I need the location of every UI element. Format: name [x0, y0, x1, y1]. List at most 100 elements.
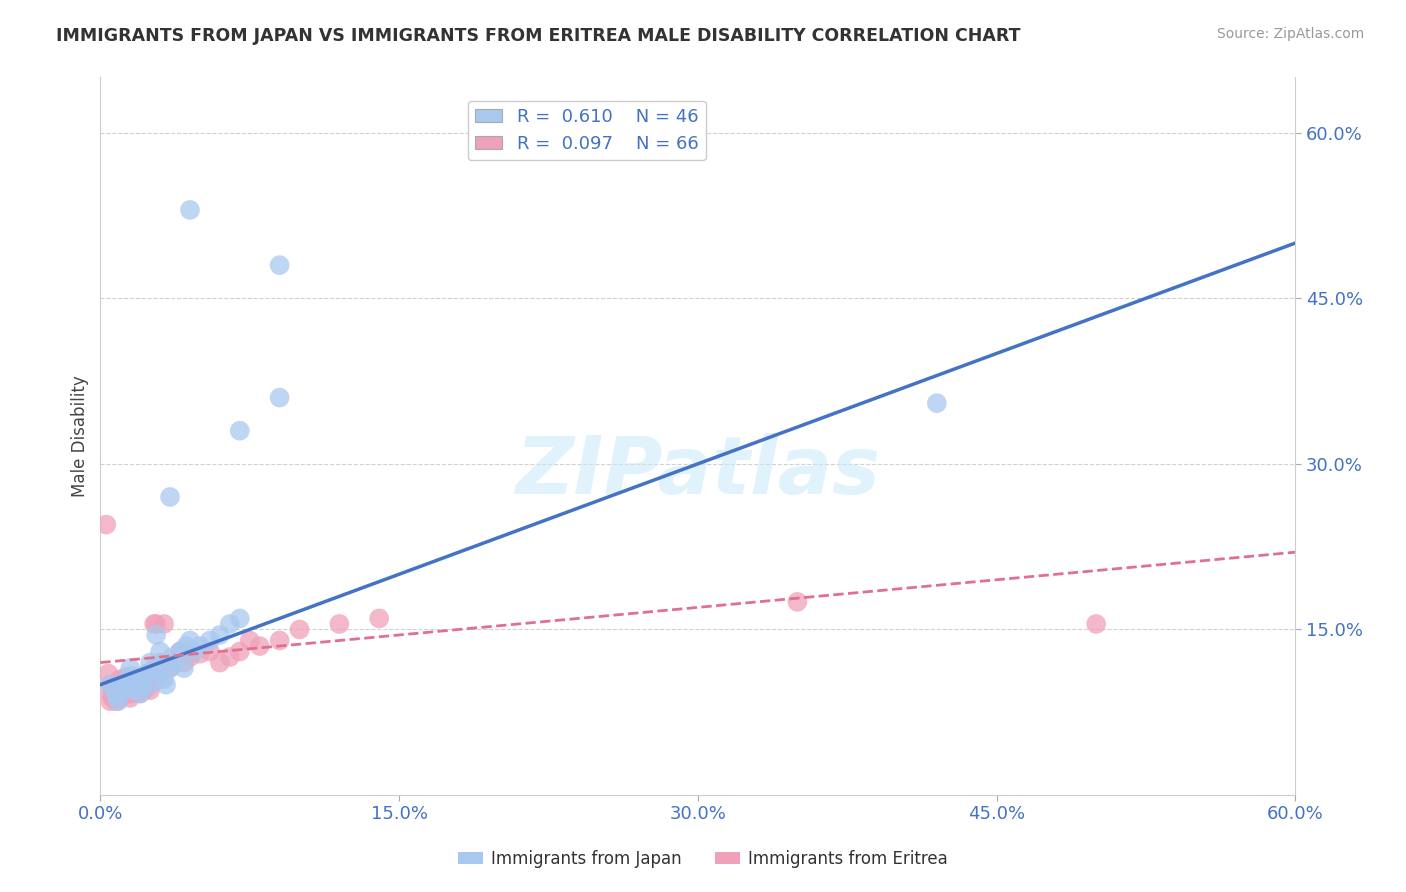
- Point: [143, 616, 166, 631]
- Point: [149, 656, 172, 670]
- Point: [174, 639, 197, 653]
- Point: [105, 689, 128, 703]
- Legend: R =  0.610    N = 46, R =  0.097    N = 66: R = 0.610 N = 46, R = 0.097 N = 66: [468, 101, 706, 161]
- Point: [134, 672, 156, 686]
- Point: [269, 391, 291, 405]
- Point: [125, 678, 148, 692]
- Point: [98, 678, 121, 692]
- Point: [117, 686, 139, 700]
- Point: [103, 680, 125, 694]
- Point: [121, 680, 143, 694]
- Point: [97, 666, 120, 681]
- Point: [110, 685, 132, 699]
- Point: [110, 678, 132, 692]
- Point: [115, 670, 138, 684]
- Point: [179, 633, 201, 648]
- Point: [145, 628, 167, 642]
- Point: [188, 639, 211, 653]
- Point: [139, 678, 162, 692]
- Point: [120, 690, 142, 705]
- Point: [208, 628, 231, 642]
- Point: [169, 644, 191, 658]
- Point: [101, 690, 124, 705]
- Point: [107, 686, 129, 700]
- Point: [159, 661, 181, 675]
- Point: [115, 678, 138, 692]
- Point: [105, 694, 128, 708]
- Point: [139, 678, 162, 692]
- Y-axis label: Male Disability: Male Disability: [72, 376, 89, 497]
- Point: [98, 694, 121, 708]
- Point: [111, 686, 134, 700]
- Point: [159, 490, 181, 504]
- Point: [122, 683, 145, 698]
- Point: [288, 623, 311, 637]
- Point: [121, 686, 143, 700]
- Point: [179, 202, 201, 217]
- Point: [110, 672, 132, 686]
- Point: [155, 678, 177, 692]
- Point: [129, 678, 152, 692]
- Point: [188, 647, 211, 661]
- Point: [120, 683, 142, 698]
- Point: [110, 690, 132, 705]
- Point: [103, 683, 125, 698]
- Point: [149, 666, 172, 681]
- Point: [112, 681, 135, 695]
- Point: [328, 616, 350, 631]
- Text: Source: ZipAtlas.com: Source: ZipAtlas.com: [1216, 27, 1364, 41]
- Point: [183, 644, 205, 658]
- Point: [173, 661, 195, 675]
- Point: [198, 644, 221, 658]
- Point: [149, 644, 172, 658]
- Point: [218, 650, 240, 665]
- Text: IMMIGRANTS FROM JAPAN VS IMMIGRANTS FROM ERITREA MALE DISABILITY CORRELATION CHA: IMMIGRANTS FROM JAPAN VS IMMIGRANTS FROM…: [56, 27, 1021, 45]
- Point: [117, 672, 139, 686]
- Point: [229, 644, 252, 658]
- Point: [134, 683, 156, 698]
- Point: [368, 611, 391, 625]
- Point: [103, 689, 125, 703]
- Point: [131, 680, 153, 694]
- Point: [153, 616, 176, 631]
- Point: [110, 678, 132, 692]
- Point: [129, 686, 152, 700]
- Point: [107, 678, 129, 692]
- Point: [98, 678, 121, 692]
- Point: [229, 611, 252, 625]
- Point: [198, 633, 221, 648]
- Point: [129, 672, 152, 686]
- Point: [110, 686, 132, 700]
- Point: [112, 680, 135, 694]
- Point: [218, 616, 240, 631]
- Point: [160, 650, 183, 665]
- Point: [127, 680, 149, 694]
- Point: [239, 633, 262, 648]
- Point: [925, 396, 948, 410]
- Point: [105, 689, 128, 703]
- Point: [98, 686, 121, 700]
- Point: [173, 656, 195, 670]
- Point: [129, 686, 152, 700]
- Point: [249, 639, 271, 653]
- Point: [229, 424, 252, 438]
- Point: [112, 689, 135, 703]
- Point: [159, 661, 181, 675]
- Point: [125, 685, 148, 699]
- Point: [135, 666, 157, 681]
- Point: [101, 683, 124, 698]
- Point: [117, 678, 139, 692]
- Point: [121, 669, 143, 683]
- Point: [134, 678, 156, 692]
- Point: [269, 633, 291, 648]
- Point: [139, 683, 162, 698]
- Point: [120, 678, 142, 692]
- Point: [179, 650, 201, 665]
- Point: [115, 678, 138, 692]
- Point: [1085, 616, 1108, 631]
- Point: [153, 672, 176, 686]
- Point: [169, 644, 191, 658]
- Point: [208, 656, 231, 670]
- Point: [143, 661, 166, 675]
- Point: [141, 672, 163, 686]
